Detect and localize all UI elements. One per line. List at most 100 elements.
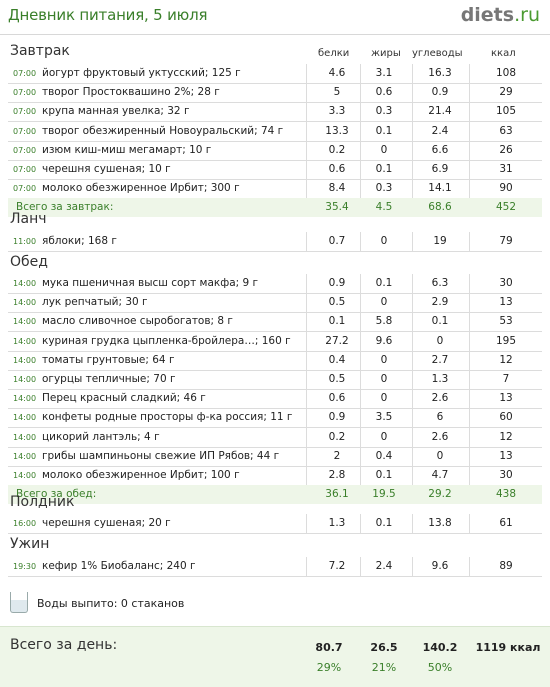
column-divider [412,83,413,103]
meal-time: 11:00 [13,237,37,246]
fat-value: 9.6 [375,334,393,347]
food-name[interactable]: черешня сушеная; 10 г [42,163,171,175]
section-title: Ужин [10,536,50,552]
meal-time: 07:00 [13,145,37,155]
meal-time: 07:00 [13,165,37,174]
carbs-value: 4.7 [431,469,449,481]
food-name[interactable]: мука пшеничная высш сорт макфа; 9 г [42,277,259,289]
fat-value: 0 [380,296,388,309]
column-divider [412,312,413,332]
food-name[interactable]: йогурт фруктовый уктусский; 125 г [42,67,241,79]
food-row[interactable]: 14:00 цикорий лантэль; 4 г 0.2 0 2.6 12 [8,427,542,448]
total-carbs: 29.2 [428,488,452,501]
fat-value: 5.8 [375,315,393,328]
diets-logo[interactable]: diets.ru [461,4,540,26]
column-divider [469,293,470,313]
food-row[interactable]: 14:00 мука пшеничная высш сорт макфа; 9 г… [8,274,542,294]
food-name[interactable]: масло сливочное сыробогатов; 8 г [42,315,233,328]
protein-value: 0.5 [328,296,346,309]
food-row[interactable]: 14:00 огурцы тепличные; 70 г 0.5 0 1.3 7 [8,370,542,390]
day-total-label: Всего за день: [10,637,118,653]
kcal-value: 30 [499,469,513,481]
column-divider [412,293,413,313]
food-row[interactable]: 07:00 творог обезжиренный Новоуральский; … [8,121,542,142]
kcal-value: 7 [502,373,510,385]
column-divider [360,350,361,370]
total-protein: 35.4 [325,201,349,214]
column-divider [360,160,361,179]
food-name[interactable]: изюм киш-миш мегамарт; 10 г [42,143,212,156]
water-text: Воды выпито: 0 стаканов [37,597,185,610]
column-divider [469,83,470,103]
food-name[interactable]: яблоки; 168 г [42,235,117,247]
food-name[interactable]: крупа манная увелка; 32 г [42,105,190,118]
food-row[interactable]: 14:00 грибы шампиньоны свежие ИП Рябов; 4… [8,446,542,467]
food-name[interactable]: молоко обезжиренное Ирбит; 100 г [42,469,240,481]
carbs-value: 9.6 [431,560,449,572]
protein-value: 2.8 [328,469,346,481]
column-header-kcal: ккал [491,48,516,59]
fat-value: 0 [380,353,388,366]
meal-time: 07:00 [13,184,37,194]
glass-icon [10,592,28,613]
food-row[interactable]: 11:00 яблоки; 168 г 0.7 0 19 79 [8,232,542,252]
food-row[interactable]: 14:00 томаты грунтовые; 64 г 0.4 0 2.7 12 [8,350,542,371]
kcal-value: 79 [499,235,513,247]
food-row[interactable]: 14:00 Перец красный сладкий; 46 г 0.6 0 2.6 1… [8,389,542,410]
food-row[interactable]: 14:00 молоко обезжиренное Ирбит; 100 г 2.8… [8,466,542,486]
food-row[interactable]: 07:00 молоко обезжиренное Ирбит; 300 г 8.4… [8,179,542,200]
column-divider [360,514,361,533]
food-name[interactable]: цикорий лантэль; 4 г [42,430,160,443]
column-divider [360,293,361,313]
food-name[interactable]: творог обезжиренный Новоуральский; 74 г [42,124,284,137]
food-row[interactable]: 14:00 куриная грудка цыпленка-бройлера…; … [8,331,542,352]
column-divider [469,331,470,351]
section-title: Полдник [10,494,75,510]
fat-value: 0 [380,392,388,405]
protein-value: 0.2 [328,430,346,443]
food-name[interactable]: кефир 1% Биобаланс; 240 г [42,560,196,572]
carbs-value: 2.6 [431,430,449,443]
column-divider [412,466,413,485]
food-row[interactable]: 14:00 лук репчатый; 30 г 0.5 0 2.9 13 [8,293,542,314]
column-divider [360,427,361,447]
food-row[interactable]: 07:00 йогурт фруктовый уктусский; 125 г 4.… [8,64,542,84]
food-row[interactable]: 07:00 творог Простоквашино 2%; 28 г 5 0.6 0.… [8,83,542,104]
food-name[interactable]: огурцы тепличные; 70 г [42,373,176,385]
food-name[interactable]: куриная грудка цыпленка-бройлера…; 160 г [42,334,291,347]
food-name[interactable]: конфеты родные просторы ф-ка россия; 11 … [42,411,293,424]
page-header: Дневник питания, 5 июля diets.ru [0,0,550,35]
column-divider [306,350,307,370]
column-divider [306,427,307,447]
column-divider [412,557,413,576]
column-divider [412,514,413,533]
column-divider [306,274,307,293]
food-row[interactable]: 19:30 кефир 1% Биобаланс; 240 г 7.2 2.4 9.6 8… [8,557,542,577]
fat-value: 0 [380,143,388,156]
food-name[interactable]: томаты грунтовые; 64 г [42,353,175,366]
carbs-value: 2.7 [431,353,449,366]
section-total-label: Всего за обед: [16,488,97,501]
column-divider [360,83,361,103]
food-row[interactable]: 14:00 масло сливочное сыробогатов; 8 г 0.1… [8,312,542,333]
meal-time: 14:00 [13,355,37,365]
food-name[interactable]: грибы шампиньоны свежие ИП Рябов; 44 г [42,449,280,462]
food-row[interactable]: 07:00 крупа манная увелка; 32 г 3.3 0.3 21.4… [8,102,542,123]
fat-value: 0 [380,373,388,385]
food-name[interactable]: лук репчатый; 30 г [42,296,148,309]
food-row[interactable]: 07:00 изюм киш-миш мегамарт; 10 г 0.2 0 6.6 2… [8,140,542,161]
protein-value: 5 [333,86,341,99]
protein-value: 2 [333,449,341,462]
meal-time: 16:00 [13,519,37,528]
kcal-value: 12 [499,353,513,366]
carbs-value: 6.6 [431,143,449,156]
food-name[interactable]: творог Простоквашино 2%; 28 г [42,86,220,99]
carbs-value: 19 [433,235,447,247]
food-row[interactable]: 14:00 конфеты родные просторы ф-ка россия… [8,408,542,429]
food-row[interactable]: 07:00 черешня сушеная; 10 г 0.6 0.1 6.9 31 [8,160,542,180]
food-name[interactable]: молоко обезжиренное Ирбит; 300 г [42,182,240,195]
food-row[interactable]: 16:00 черешня сушеная; 20 г 1.3 0.1 13.8 61 [8,514,542,534]
food-name[interactable]: черешня сушеная; 20 г [42,517,171,529]
food-name[interactable]: Перец красный сладкий; 46 г [42,392,206,405]
fat-value: 0.1 [375,277,393,289]
